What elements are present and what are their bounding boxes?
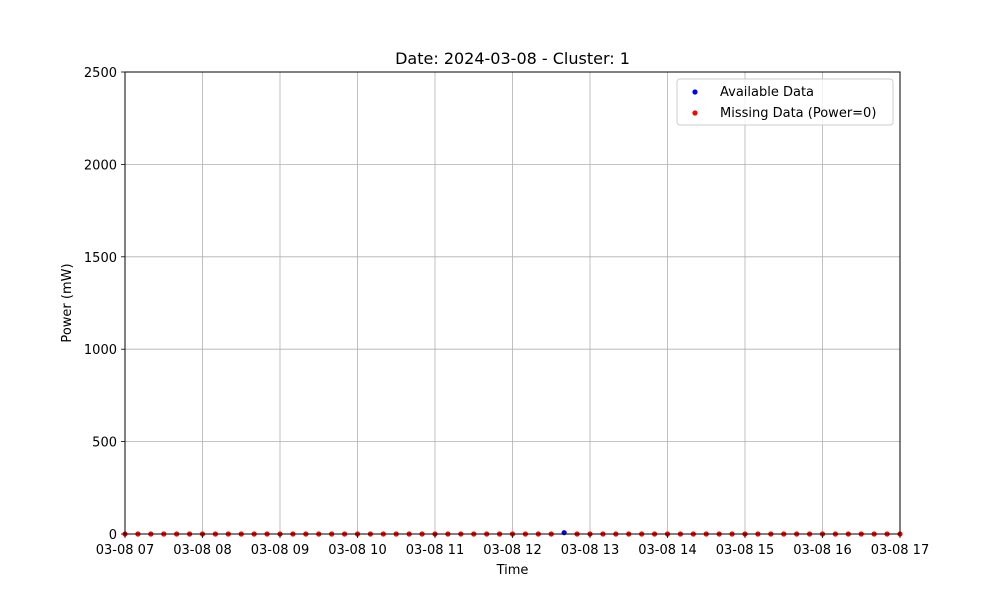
y-tick-label: 1000 [84,343,117,358]
x-axis-ticks: 03-08 07 03-08 08 03-08 09 03-08 10 03-08 11… [96,534,929,558]
x-tick-label: 03-08 12 [483,543,541,558]
legend-label-available: Available Data [720,85,814,100]
y-tick-label: 2000 [84,158,117,173]
x-tick-label: 03-08 11 [406,543,464,558]
available-data-point [561,530,567,536]
y-axis-ticks: 0 500 1000 1500 2000 2500 [84,66,125,543]
legend-marker-available [692,89,698,95]
x-tick-label: 03-08 09 [251,543,309,558]
grid-lines [124,71,901,535]
x-tick-label: 03-08 08 [173,543,231,558]
legend-box [676,78,894,126]
legend-marker-missing [692,110,698,116]
y-tick-label: 500 [92,436,117,451]
x-tick-label: 03-08 14 [638,543,696,558]
x-tick-label: 03-08 10 [328,543,386,558]
x-tick-label: 03-08 07 [96,543,154,558]
x-tick-label: 03-08 13 [561,543,619,558]
x-axis-label: Time [496,563,529,578]
chart-title: Date: 2024-03-08 - Cluster: 1 [395,49,630,68]
y-tick-label: 0 [109,528,117,543]
x-tick-label: 03-08 15 [716,543,774,558]
x-tick-label: 03-08 17 [871,543,929,558]
x-tick-label: 03-08 16 [793,543,851,558]
y-tick-label: 1500 [84,251,117,266]
legend-label-missing: Missing Data (Power=0) [720,106,876,121]
legend: Available Data Missing Data (Power=0) [676,78,894,126]
y-axis-label: Power (mW) [60,263,75,342]
y-tick-label: 2500 [84,66,117,81]
